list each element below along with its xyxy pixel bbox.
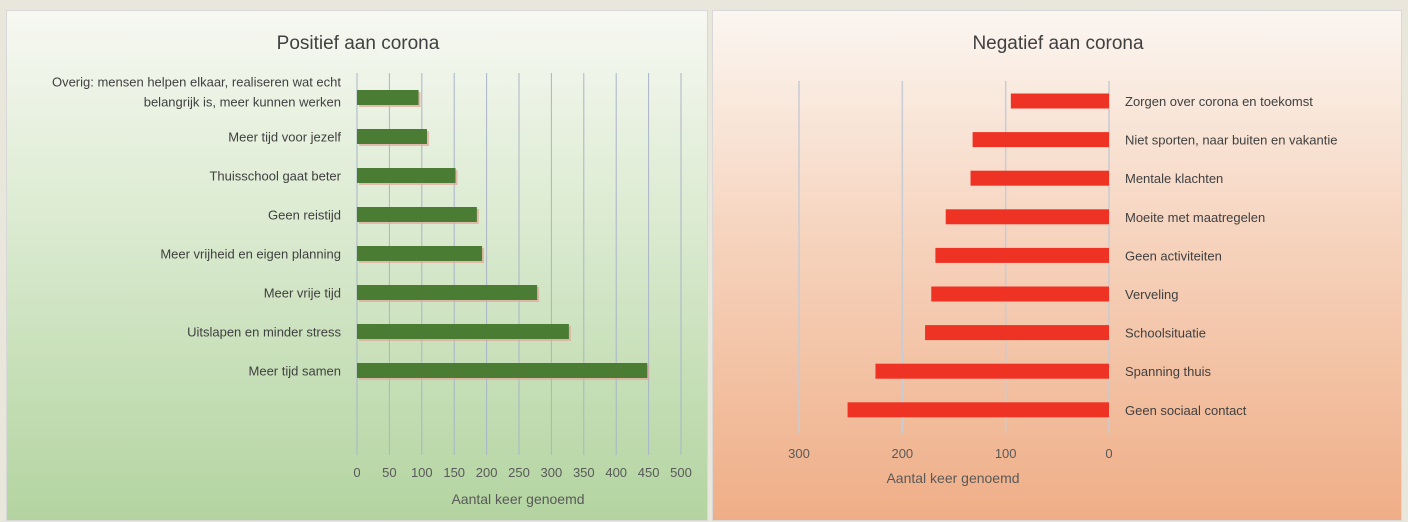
category-label: Meer tijd samen [249, 364, 341, 379]
positive-chart-panel: Positief aan corona 0 50 100 150 200 250 300 350… [6, 10, 708, 521]
x-tick-label: 300 [788, 446, 810, 461]
x-tick-label: 250 [508, 465, 530, 480]
bar [357, 324, 569, 339]
bar [357, 207, 477, 222]
x-axis-title: Aantal keer genoemd [451, 491, 584, 507]
bar [972, 132, 1109, 148]
x-tick-label: 100 [995, 446, 1017, 461]
category-label: Meer tijd voor jezelf [228, 130, 341, 145]
category-label: Mentale klachten [1125, 171, 1223, 186]
bar [875, 363, 1109, 379]
category-label: Geen reistijd [268, 208, 341, 223]
category-label: Verveling [1125, 287, 1178, 302]
bar [945, 209, 1109, 225]
category-label: Uitslapen en minder stress [187, 325, 341, 340]
category-label: Moeite met maatregelen [1125, 210, 1265, 225]
bar [935, 247, 1109, 263]
x-tick-label: 0 [1105, 446, 1112, 461]
category-label: Overig: mensen helpen elkaar, realiseren… [52, 75, 341, 90]
x-tick-label: 500 [670, 465, 692, 480]
negative-chart: Negatief aan corona 0 100 200 300 Zorgen over… [788, 33, 1337, 486]
bar [931, 286, 1109, 302]
category-label: Geen sociaal contact [1125, 403, 1247, 418]
bar [970, 170, 1109, 186]
x-tick-label: 0 [353, 465, 360, 480]
bar [1010, 93, 1109, 109]
chart-title: Positief aan corona [277, 33, 440, 54]
bar [357, 168, 456, 183]
category-label: Zorgen over corona en toekomst [1125, 94, 1313, 109]
x-tick-label: 50 [382, 465, 396, 480]
x-tick-label: 450 [638, 465, 660, 480]
bar [357, 246, 483, 261]
x-tick-label: 150 [443, 465, 465, 480]
category-label: Thuisschool gaat beter [209, 169, 341, 184]
category-label: Niet sporten, naar buiten en vakantie [1125, 133, 1337, 148]
bar [847, 402, 1109, 418]
bar [357, 285, 538, 300]
category-label: Schoolsituatie [1125, 326, 1206, 341]
bar [357, 90, 419, 105]
category-label: Meer vrije tijd [264, 286, 341, 301]
negative-chart-panel: Negatief aan corona 0 100 200 300 Zorgen over… [712, 10, 1402, 521]
x-tick-label: 350 [573, 465, 595, 480]
category-label: Meer vrijheid en eigen planning [160, 247, 341, 262]
bar [925, 325, 1109, 341]
x-tick-label: 400 [605, 465, 627, 480]
x-tick-label: 200 [891, 446, 913, 461]
bar [357, 363, 648, 378]
category-label: belangrijk is, meer kunnen werken [144, 95, 341, 110]
category-label: Spanning thuis [1125, 364, 1212, 379]
chart-title: Negatief aan corona [972, 33, 1144, 54]
x-tick-label: 200 [476, 465, 498, 480]
x-tick-label: 100 [411, 465, 433, 480]
category-label: Geen activiteiten [1125, 248, 1222, 263]
bar [357, 129, 427, 144]
x-axis-title: Aantal keer genoemd [886, 470, 1019, 486]
positive-chart: Positief aan corona 0 50 100 150 200 250 300 350… [52, 33, 692, 507]
x-tick-label: 300 [541, 465, 563, 480]
